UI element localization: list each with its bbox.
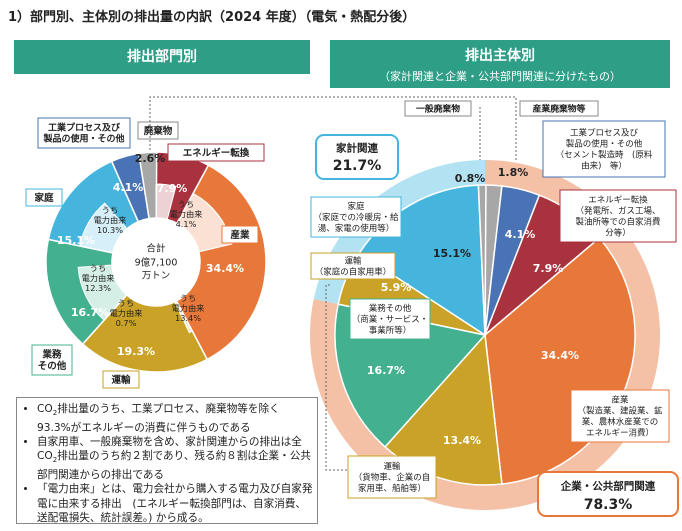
label-industry: 産業 bbox=[230, 229, 250, 241]
slice-transport-corp bbox=[384, 333, 503, 486]
elec-label-industry: うち電力由来 13.4% bbox=[172, 293, 205, 323]
group-household-value: 21.7% bbox=[333, 158, 382, 174]
rlabel-process: 工業プロセス及び製品の使用・その他（セメント製造時 (原料由来) 等） bbox=[556, 127, 653, 171]
rlabel-transport-corp: 運輸（貨物車、企業の自家用車、船舶等） bbox=[354, 461, 431, 494]
elec-label-energy: うち電力由来 4.1% bbox=[170, 199, 203, 229]
slice-energy-elec bbox=[155, 183, 177, 221]
rlabel-waste-general: 一般廃棄物 bbox=[416, 103, 460, 115]
rlabel-waste-industrial: 産業廃棄物等 bbox=[533, 103, 586, 115]
pct-slice-household: 15.1% bbox=[57, 234, 95, 247]
slice-transport-elec bbox=[174, 300, 193, 334]
rlabel-transport-household-box bbox=[310, 252, 396, 280]
pct-slice-transport-corp: 13.4% bbox=[443, 434, 481, 447]
pct-slice-energy: 7.9% bbox=[157, 182, 188, 195]
pct-slice-business: 16.7% bbox=[367, 364, 405, 377]
label-waste-box bbox=[137, 121, 179, 140]
pct-slice-transport: 19.3% bbox=[117, 345, 155, 358]
page-title: 1）部門別、主体別の排出量の内訳（2024 年度）（電気・熱配分後） bbox=[8, 10, 416, 25]
header-entity-main: 排出主体別 bbox=[465, 48, 535, 64]
label-household-box bbox=[25, 188, 63, 207]
rlabel-energy: エネルギー転換（発電所、ガス工場、製油所等での自家消費分等） bbox=[575, 194, 661, 238]
rlabel-household: 家庭（家庭での冷暖房・給湯、家電の使用等） bbox=[313, 201, 399, 234]
pct-slice-transport-household: 5.9% bbox=[381, 281, 412, 294]
notes-box: CO2排出量のうち、工業プロセス、廃棄物等を除く93.3%がエネルギーの消費に伴… bbox=[16, 397, 318, 524]
slice-waste-general bbox=[477, 184, 487, 336]
label-process-box bbox=[37, 117, 131, 149]
label-business: 業務その他 bbox=[38, 349, 67, 372]
label-business-box bbox=[31, 344, 73, 376]
rlabel-business: 業務その他（商業・サービス・事業所等） bbox=[352, 303, 429, 336]
note-item: 自家用車、一般廃棄物を含め、家計関連からの排出は全CO2排出量のうち約２割であり… bbox=[37, 435, 313, 482]
group-corp-name: 企業・公共部門関連 bbox=[560, 480, 656, 493]
center-total-label: 合計 bbox=[146, 242, 166, 254]
slice-business bbox=[334, 303, 487, 448]
center-total-unit: 万トン bbox=[142, 270, 171, 281]
label-industry-box bbox=[221, 225, 259, 244]
elec-label-transport: うち電力由来 0.7% bbox=[110, 298, 143, 328]
pct-slice-waste-industrial: 1.8% bbox=[498, 166, 529, 179]
label-transport-box bbox=[102, 370, 140, 389]
pct-slice-process: 4.1% bbox=[113, 181, 144, 194]
center-total-value: 9億7,100 bbox=[135, 256, 178, 268]
pct-slice-industry: 34.4% bbox=[541, 349, 579, 362]
pct-slice-waste-general: 0.8% bbox=[455, 172, 486, 185]
group-household-name: 家計関連 bbox=[336, 142, 378, 155]
rlabel-transport-corp-box bbox=[347, 455, 437, 499]
slice-industry-elec bbox=[176, 192, 233, 253]
pct-slice-process: 4.1% bbox=[505, 228, 536, 241]
label-energy: エネルギー転換 bbox=[183, 147, 250, 159]
rlabel-industry-box bbox=[570, 389, 670, 443]
label-process: 工業プロセス及び製品の使用・その他 bbox=[42, 122, 124, 145]
connector-waste-industrial bbox=[149, 96, 517, 160]
rlabel-business-box bbox=[349, 298, 431, 340]
pct-slice-energy: 7.9% bbox=[533, 262, 564, 275]
elec-label-household: うち電力由来 10.3% bbox=[94, 205, 127, 235]
note-item: 「電力由来」とは、電力会社から購入する電力及び自家発電に由来する排出 (エネルギ… bbox=[37, 482, 313, 525]
rlabel-energy-box bbox=[559, 189, 677, 243]
rlabel-waste-industrial-box bbox=[519, 100, 599, 117]
pct-slice-waste: 2.6% bbox=[135, 152, 166, 165]
rlabel-waste-general-box bbox=[404, 100, 472, 117]
group-household-box bbox=[315, 134, 399, 180]
slice-business-elec bbox=[77, 264, 128, 321]
header-sector: 排出部門別 bbox=[14, 40, 310, 74]
notes-list: CO2排出量のうち、工業プロセス、廃棄物等を除く93.3%がエネルギーの消費に伴… bbox=[17, 402, 313, 525]
pct-slice-industry: 34.4% bbox=[206, 262, 244, 275]
header-entity: 排出主体別 （家計関連と企業・公共部門関連に分けたもの） bbox=[330, 40, 670, 88]
note-item: CO2排出量のうち、工業プロセス、廃棄物等を除く93.3%がエネルギーの消費に伴… bbox=[37, 402, 313, 435]
slice-transport bbox=[81, 293, 209, 373]
label-transport: 運輸 bbox=[111, 374, 131, 386]
elec-label-business: うち電力由来 12.3% bbox=[82, 263, 115, 293]
pct-slice-business: 16.7% bbox=[71, 306, 109, 319]
connector-transport bbox=[325, 284, 350, 471]
rlabel-process-box bbox=[542, 120, 666, 178]
label-household: 家庭 bbox=[34, 192, 54, 204]
header-entity-sub: （家計関連と企業・公共部門関連に分けたもの） bbox=[379, 70, 621, 83]
rlabel-industry: 産業（製造業、建設業、鉱業、農林水産業でのエネルギー消費） bbox=[577, 394, 663, 438]
pct-slice-household: 15.1% bbox=[433, 247, 471, 260]
group-corp-box bbox=[537, 471, 679, 517]
label-energy-box bbox=[167, 143, 265, 162]
group-corp-value: 78.3% bbox=[584, 497, 633, 513]
label-waste: 廃棄物 bbox=[144, 125, 173, 137]
rlabel-transport-household: 運輸（家庭の自家用車） bbox=[315, 255, 392, 277]
slice-household-elec bbox=[79, 202, 128, 254]
rlabel-household-box bbox=[310, 196, 402, 238]
